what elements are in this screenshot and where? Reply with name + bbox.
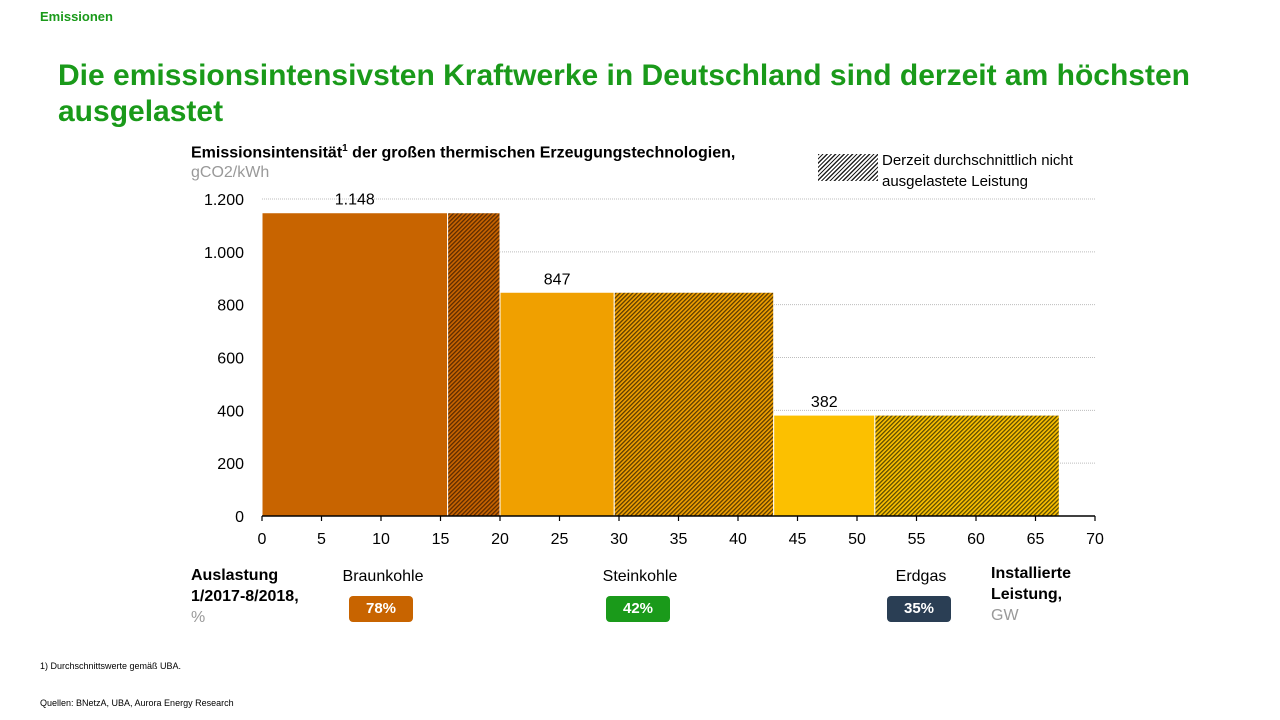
x-tick-label: 60 xyxy=(967,531,985,548)
x-tick-label: 45 xyxy=(789,531,807,548)
utilisation-label-text: Auslastung 1/2017-8/2018, xyxy=(191,567,299,605)
y-tick-label: 0 xyxy=(235,509,244,526)
chart-title-footnote-mark: 1 xyxy=(342,143,348,154)
footnote: 1) Durchschnittswerte gemäß UBA. xyxy=(40,661,182,671)
legend-label: Derzeit durchschnittlich nicht ausgelast… xyxy=(882,152,1073,190)
bar-unused-steinkohle xyxy=(613,291,775,517)
page-title: Die emissionsintensivsten Kraftwerke in … xyxy=(58,59,1190,128)
y-tick-label: 800 xyxy=(217,298,244,315)
bar-used-erdgas xyxy=(773,414,876,517)
x-tick-label: 55 xyxy=(908,531,926,548)
chart-title: Emissionsintensität1 der großen thermisc… xyxy=(191,143,735,162)
chart-unit: gCO2/kWh xyxy=(191,164,270,181)
y-tick-label: 1.200 xyxy=(204,192,244,209)
utilisation-row-label: Auslastung 1/2017-8/2018, % xyxy=(191,565,301,628)
bar-used-braunkohle xyxy=(261,212,449,517)
legend-hatch-swatch xyxy=(818,154,878,181)
utilisation-badge-erdgas: 35% xyxy=(887,596,951,622)
technology-name-steinkohle: Steinkohle xyxy=(602,568,678,585)
x-tick-label: 65 xyxy=(1027,531,1045,548)
sources: Quellen: BNetzA, UBA, Aurora Energy Rese… xyxy=(40,698,234,708)
utilisation-label-unit: % xyxy=(191,609,206,626)
x-tick-label: 35 xyxy=(670,531,688,548)
x-axis-label: Installierte Leistung, GW xyxy=(991,563,1111,626)
y-tick-label: 600 xyxy=(217,351,244,368)
section-label: Emissionen xyxy=(40,9,113,24)
x-tick-label: 10 xyxy=(372,531,390,548)
data-label: 847 xyxy=(544,271,571,288)
bar-unused-erdgas xyxy=(874,414,1060,517)
bar-used-steinkohle xyxy=(499,291,615,517)
y-tick-label: 1.000 xyxy=(204,245,244,262)
bar-unused-braunkohle xyxy=(447,212,501,517)
data-label: 382 xyxy=(811,394,838,411)
chart-title-main: Emissionsintensität xyxy=(191,144,343,162)
y-tick-label: 200 xyxy=(217,456,244,473)
x-tick-label: 70 xyxy=(1086,531,1104,548)
x-tick-label: 25 xyxy=(551,531,569,548)
utilisation-badge-steinkohle: 42% xyxy=(606,596,670,622)
x-axis-label-unit: GW xyxy=(991,607,1019,624)
x-tick-label: 40 xyxy=(729,531,747,548)
x-tick-label: 30 xyxy=(610,531,628,548)
chart-title-rest: der großen thermischen Erzeugungstechnol… xyxy=(347,144,736,162)
x-tick-label: 5 xyxy=(317,531,326,548)
technology-name-erdgas: Erdgas xyxy=(895,568,947,585)
x-tick-label: 15 xyxy=(432,531,450,548)
data-label: 1.148 xyxy=(335,192,375,209)
x-axis-label-text: Installierte Leistung, xyxy=(991,565,1072,603)
x-tick-label: 20 xyxy=(491,531,509,548)
x-tick-label: 0 xyxy=(258,531,267,548)
utilisation-badge-braunkohle: 78% xyxy=(349,596,413,622)
y-tick-label: 400 xyxy=(217,403,244,420)
x-tick-label: 50 xyxy=(848,531,866,548)
technology-name-braunkohle: Braunkohle xyxy=(342,568,424,585)
